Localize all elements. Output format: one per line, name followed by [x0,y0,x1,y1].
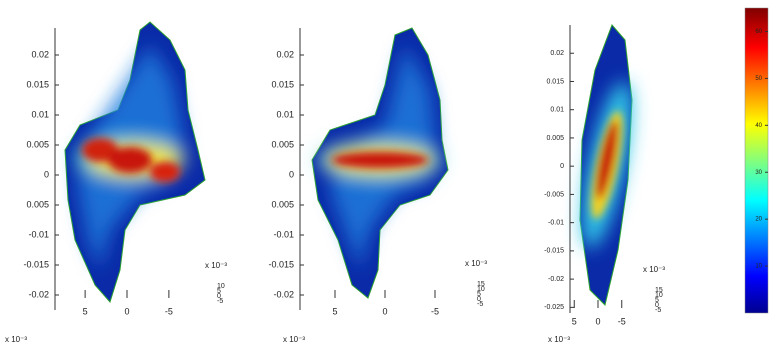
y-tick-label: 0.02 [276,49,294,59]
multiplier: x 10⁻³ [548,335,570,344]
y-tick-label: -0.01 [548,219,564,226]
y-tick-label: 0.005 [26,139,49,149]
y-tick-label: 0.01 [550,107,564,114]
side-label: 15 [655,287,663,294]
y-tick-label: -0.01 [28,229,49,239]
y-tick-label: -0.015 [23,259,49,269]
y-tick-label: 0.01 [276,109,294,119]
multiplier: x 10⁻³ [205,261,227,270]
y-tick-label: -0.02 [273,289,294,299]
side-label: -5 [655,307,661,314]
multiplier: x 10⁻³ [5,335,27,344]
x-tick-label: -5 [165,306,173,316]
y-tick-label: 0 [289,169,294,179]
side-label: 5 [477,291,481,298]
x-tick-label: -5 [618,316,626,326]
side-label: -5 [477,301,483,308]
side-label: 0 [217,293,221,300]
y-tick-label: 0.005 [546,135,564,142]
multiplier: x 10⁻³ [465,259,487,268]
colorbar-tick-label: 20 [755,217,762,223]
y-tick-label: -0.015 [268,259,294,269]
y-tick-label: 0.02 [550,50,564,57]
y-tick-label: 0.015 [271,79,294,89]
side-label: 0 [655,302,659,309]
y-tick-label: 0.015 [26,79,49,89]
x-tick-label: 5 [572,316,577,326]
colorbar-tick-label: 10 [755,264,762,270]
y-tick-label: 0.005 [26,199,49,209]
colorbar-tick-label: 40 [755,123,762,129]
x-tick-label: 0 [124,306,129,316]
side-label: 10 [217,283,225,290]
density-3 [579,24,633,306]
colorbar [744,7,769,314]
y-tick-label: -0.02 [548,276,564,283]
side-label: 15 [477,281,485,288]
y-tick-label: -0.005 [544,191,564,198]
multiplier: x 10⁻³ [283,335,305,344]
y-tick-label: 0.015 [546,78,564,85]
x-tick-label: -5 [431,306,439,316]
y-tick-label: 0.02 [31,49,49,59]
multiplier: x 10⁻³ [643,265,665,274]
y-tick-label: 0.01 [31,109,49,119]
y-tick-label: -0.025 [544,304,564,311]
side-label: 10 [477,286,485,293]
y-tick-label: -0.02 [28,289,49,299]
colorbar-tick-label: 30 [755,170,762,176]
density-2 [311,27,449,299]
x-tick-label: 0 [595,316,600,326]
side-label: -5 [217,298,223,305]
side-label: 5 [655,297,659,304]
y-tick-label: 0.005 [271,199,294,209]
y-tick-label: 0 [560,163,564,170]
x-tick-label: 5 [332,306,337,316]
y-tick-label: -0.01 [273,229,294,239]
y-tick-label: -0.015 [544,248,564,255]
side-label: 5 [217,288,221,295]
x-tick-label: 0 [382,306,387,316]
colorbar-tick-label: 50 [755,76,762,82]
x-tick-label: 5 [83,306,88,316]
colorbar-tick-label: 60 [755,29,762,35]
side-label: 0 [477,296,481,303]
density-1 [64,21,206,303]
side-label: 10 [655,292,663,299]
y-tick-label: 0.005 [271,139,294,149]
y-tick-label: 0 [44,169,49,179]
